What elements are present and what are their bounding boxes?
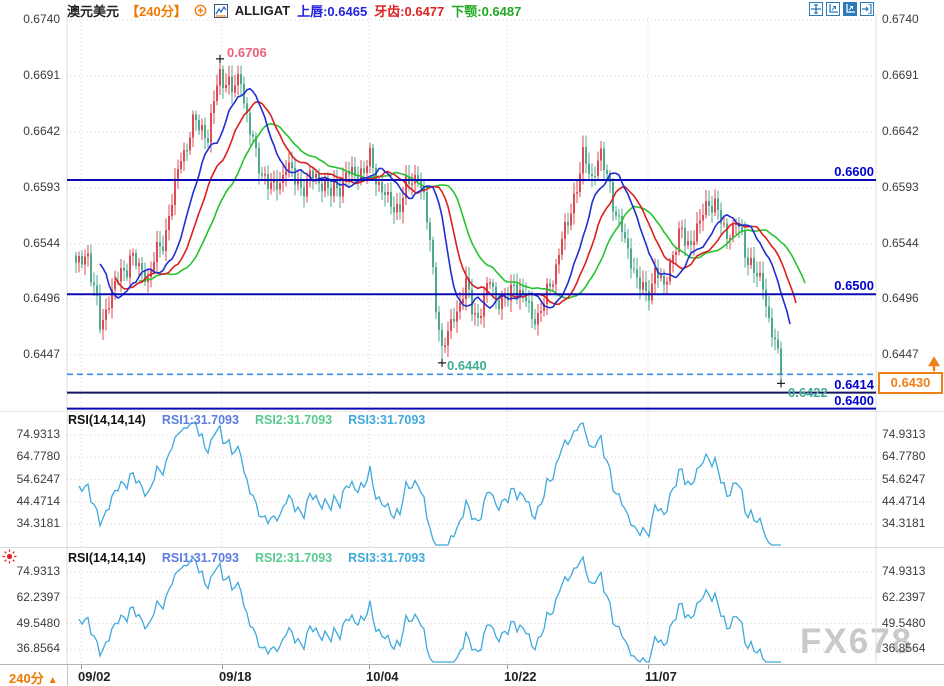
rsi-indicator-name[interactable]: RSI(14,14,14) <box>68 551 146 565</box>
rsi1-tick-left: 44.4714 <box>16 493 60 508</box>
period-tag[interactable]: 【240分】 <box>126 4 187 19</box>
rsi-indicator-name[interactable]: RSI(14,14,14) <box>68 413 146 427</box>
hline-price-label: 0.6400 <box>834 393 874 408</box>
chart-header: 澳元美元 【240分】 ALLIGAT 上唇:0.6465 牙齿:0.6477 … <box>67 1 521 20</box>
rsi3-value: RSI3:31.7093 <box>348 551 426 565</box>
price-alert-badge[interactable]: 0.6430 <box>878 372 943 394</box>
fit-y-axis-icon[interactable] <box>826 2 840 16</box>
alert-flash-icon[interactable] <box>2 549 17 569</box>
hline-price-label: 0.6600 <box>834 164 874 179</box>
chart-toolbar <box>809 2 874 16</box>
rsi2-tick-left: 36.8564 <box>16 641 60 656</box>
price-tick-right: 0.6496 <box>882 290 919 305</box>
indicator-chart-icon[interactable] <box>213 3 228 18</box>
candlesticks <box>75 58 783 384</box>
watermark: FX678 <box>800 622 914 661</box>
rsi1-tick-right: 54.6247 <box>882 471 926 486</box>
rsi1-tick-right: 34.3181 <box>882 516 926 531</box>
rsi2-tick-right: 62.2397 <box>882 589 926 604</box>
price-tick-right: 0.6593 <box>882 180 919 194</box>
date-label: 11/07 <box>645 669 677 684</box>
rsi2-value: RSI2:31.7093 <box>254 413 333 427</box>
alligator-jaw-line <box>139 122 806 300</box>
price-tick-right: 0.6691 <box>882 68 919 82</box>
indicator-name[interactable]: ALLIGAT <box>234 3 291 18</box>
rsi2-tick-left: 62.2397 <box>16 589 60 604</box>
rsi2-line <box>78 555 781 663</box>
rsi1-tick-left: 64.7780 <box>16 449 60 464</box>
date-label: 10/22 <box>504 669 537 684</box>
price-tick-right: 0.6447 <box>882 346 919 361</box>
alert-arrow-icon <box>928 356 940 367</box>
alligator-lips-line <box>99 87 791 325</box>
crosshair-icon[interactable] <box>809 2 823 16</box>
rsi2-tick-right: 36.8564 <box>882 641 926 656</box>
rsi1-tick-left: 74.9313 <box>16 427 60 441</box>
rsi1-tick-right: 64.7780 <box>882 449 926 464</box>
rsi1-header: RSI(14,14,14) RSI1:31.7093 RSI2:31.7093 … <box>68 413 425 427</box>
rsi2-value: RSI2:31.7093 <box>254 551 333 565</box>
alligator-teeth-value: 牙齿:0.6477 <box>374 4 445 19</box>
rsi1-tick-right: 44.4714 <box>882 493 926 508</box>
date-tick <box>369 665 370 669</box>
rsi1-tick-right: 74.9313 <box>882 427 926 441</box>
date-tick <box>648 665 649 669</box>
price-tick-right: 0.6740 <box>882 12 919 26</box>
period-dropdown-arrow: ▲ <box>47 675 58 686</box>
rsi1-line <box>78 422 781 546</box>
rsi1-value: RSI1:31.7093 <box>161 413 239 427</box>
alligator-teeth-line <box>114 101 797 306</box>
price-tick-right: 0.6642 <box>882 123 919 138</box>
price-tick-left: 0.6593 <box>23 180 60 194</box>
add-indicator-icon[interactable] <box>194 4 207 17</box>
date-label: 10/04 <box>366 669 399 684</box>
time-axis-bar: 240分 ▲ 09/02 09/18 10/04 10/22 11/07 <box>0 664 944 686</box>
price-tick-left: 0.6691 <box>23 68 60 82</box>
hline-price-label: 0.6500 <box>834 278 874 293</box>
hline-price-label: 0.6414 <box>834 377 874 392</box>
rsi2-header: RSI(14,14,14) RSI1:31.7093 RSI2:31.7093 … <box>68 551 425 565</box>
price-tick-left: 0.6642 <box>23 123 60 138</box>
date-label: 09/18 <box>219 669 252 684</box>
symbol-title: 澳元美元 <box>67 4 120 19</box>
date-tick <box>507 665 508 669</box>
alligator-jaw-value: 下颚:0.6487 <box>451 4 522 19</box>
price-tick-right: 0.6544 <box>882 235 919 250</box>
rsi3-value: RSI3:31.7093 <box>348 413 426 427</box>
price-cross-marker <box>216 54 224 63</box>
price-cross-marker <box>777 379 785 388</box>
date-tick <box>81 665 82 669</box>
swing-low-label: 0.6440 <box>447 357 487 373</box>
alligator-lips-value: 上唇:0.6465 <box>297 4 368 19</box>
price-tick-left: 0.6447 <box>23 346 60 361</box>
price-tick-left: 0.6496 <box>23 290 60 305</box>
rsi1-value: RSI1:31.7093 <box>161 551 239 565</box>
fit-x-axis-icon[interactable] <box>843 2 857 16</box>
swing-high-label: 0.6706 <box>227 44 267 60</box>
latest-low-label: 0.6422 <box>788 385 828 401</box>
rsi2-tick-left: 49.5480 <box>16 615 60 630</box>
price-tick-left: 0.6740 <box>23 12 60 26</box>
price-tick-left: 0.6544 <box>23 235 60 250</box>
rsi2-tick-left: 74.9313 <box>16 564 60 578</box>
period-selector[interactable]: 240分 ▲ <box>9 668 58 686</box>
rsi2-tick-right: 49.5480 <box>882 615 926 630</box>
axis-divider <box>67 665 68 686</box>
date-tick <box>222 665 223 669</box>
period-label: 240分 <box>9 671 44 686</box>
exit-chart-icon[interactable] <box>860 2 874 16</box>
rsi1-tick-left: 54.6247 <box>16 471 60 486</box>
date-label: 09/02 <box>78 669 111 684</box>
rsi1-tick-left: 34.3181 <box>16 516 60 531</box>
rsi2-tick-right: 74.9313 <box>882 564 926 578</box>
price-cross-marker <box>438 358 446 367</box>
